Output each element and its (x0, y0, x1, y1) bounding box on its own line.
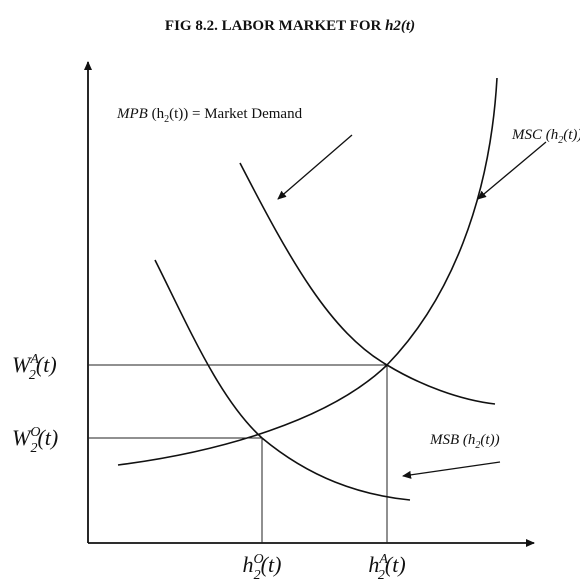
axis-label: hA 2(t) (368, 552, 405, 583)
pointer-arrow (402, 461, 501, 479)
msb-curve (154, 259, 411, 501)
pointer-arrow (477, 141, 547, 200)
msc-curve (117, 77, 498, 466)
msc-label: MSC (h2(t)) (511, 127, 580, 146)
title: FIG 8.2. LABOR MARKET FOR h2(t) (165, 18, 415, 34)
axis-label: WO 2(t) (12, 425, 58, 456)
msb-label: MSB (h2(t)) (429, 432, 500, 451)
pointer-arrow (277, 134, 353, 200)
mpb-curve (239, 162, 496, 405)
axis-label: hO 2(t) (243, 552, 282, 583)
axis-label: WA 2(t) (12, 352, 57, 383)
mpb-label: MPB (h2(t)) = Market Demand (116, 106, 303, 125)
